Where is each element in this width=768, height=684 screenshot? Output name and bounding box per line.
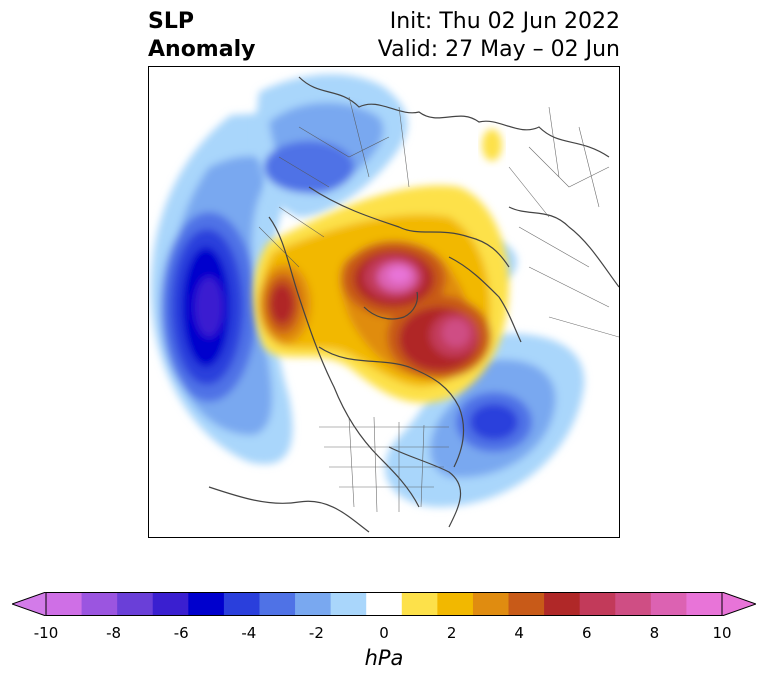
colorbar-segment: [686, 592, 723, 616]
coastlines: [208, 76, 619, 533]
colorbar-extend-max: [721, 592, 756, 616]
map-title: SLP Anomaly: [148, 8, 255, 64]
title-variable: SLP: [148, 9, 194, 34]
init-time: Init: Thu 02 Jun 2022: [389, 9, 620, 34]
colorbar-segment: [401, 592, 438, 616]
colorbar-segment: [472, 592, 510, 616]
colorbar-segment: [81, 592, 118, 616]
colorbar-segment: [295, 592, 332, 616]
colorbar: [12, 592, 756, 616]
colorbar-tick-label: 6: [582, 624, 592, 642]
colorbar-tick-label: -6: [173, 624, 189, 642]
colorbar-unit-label: hPa: [364, 646, 404, 670]
anomaly-map: [150, 74, 619, 533]
map-subtitle: Init: Thu 02 Jun 2022 Valid: 27 May – 02…: [378, 8, 620, 64]
colorbar-frame: [45, 592, 723, 616]
positive-anomaly-main: [253, 185, 509, 403]
political-borders: [258, 96, 619, 513]
map-panel: [148, 66, 620, 538]
colorbar-tick-label: 10: [712, 624, 732, 642]
title-subtype: Anomaly: [148, 37, 256, 62]
colorbar-segment: [508, 592, 545, 616]
colorbar-tick-label: -10: [33, 624, 59, 642]
colorbar-tick-label: -2: [308, 624, 324, 642]
colorbar-segment: [615, 592, 652, 616]
colorbar-segment: [188, 592, 225, 616]
colorbar-segment: [579, 592, 616, 616]
colorbar-segment: [152, 592, 189, 616]
negative-anomaly-asia: [256, 74, 408, 218]
positive-anomaly-siberia: [482, 129, 502, 161]
colorbar-extend-min: [12, 592, 47, 616]
colorbar-segment: [650, 592, 687, 616]
colorbar-tick-label: 4: [514, 624, 524, 642]
colorbar-segment: [223, 592, 260, 616]
colorbar-ticks: -10 -8 -6 -4 -2 0 2 4 6 8 10: [0, 624, 768, 644]
colorbar-segment: [330, 592, 367, 616]
colorbar-tick-label: 8: [649, 624, 660, 642]
colorbar-segment: [117, 592, 154, 616]
colorbar-tick-label: 0: [379, 624, 389, 642]
colorbar-tick-label: -4: [241, 624, 257, 642]
colorbar-tick-label: -8: [106, 624, 122, 642]
colorbar-segment: [366, 592, 403, 616]
colorbar-segment: [544, 592, 581, 616]
colorbar-segment: [437, 592, 474, 616]
colorbar-segment: [46, 592, 83, 616]
colorbar-segment: [259, 592, 296, 616]
valid-period: Valid: 27 May – 02 Jun: [377, 37, 620, 62]
colorbar-tick-label: 2: [446, 624, 457, 642]
